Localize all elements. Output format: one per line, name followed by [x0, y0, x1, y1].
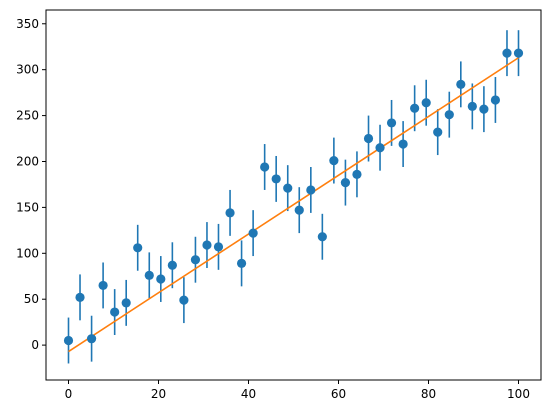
data-point [317, 232, 327, 242]
data-point [340, 178, 351, 188]
data-point [202, 240, 212, 250]
data-point [260, 162, 270, 172]
data-point [86, 334, 97, 344]
data-point [306, 185, 316, 195]
fit-line [68, 57, 519, 353]
y-tick-label: 200 [16, 154, 39, 168]
data-point [283, 183, 293, 193]
data-point [467, 101, 477, 112]
data-point [294, 205, 304, 215]
data-point [513, 48, 524, 58]
y-tick-label: 0 [31, 338, 39, 352]
y-axis: 0 50 100 150 200 250 300 350 [16, 17, 46, 352]
plot-area [63, 30, 524, 364]
data-point [479, 104, 489, 114]
y-tick-label: 250 [16, 109, 39, 123]
data-point [179, 295, 189, 305]
y-tick-label: 350 [16, 17, 39, 31]
x-tick-label: 100 [507, 387, 530, 401]
data-point [63, 335, 74, 346]
data-point [225, 208, 235, 218]
y-tick-label: 300 [16, 63, 39, 77]
data-point [167, 260, 177, 270]
data-point [98, 280, 108, 291]
data-point [490, 95, 501, 105]
y-tick-label: 150 [16, 200, 39, 214]
data-point [110, 307, 120, 317]
y-tick-label: 100 [16, 246, 39, 260]
data-point [236, 258, 247, 268]
x-axis: 0 20 40 60 80 100 [65, 380, 530, 401]
data-point [444, 110, 454, 120]
y-tick-label: 50 [24, 292, 39, 306]
x-tick-label: 60 [331, 387, 346, 401]
data-point [352, 169, 362, 179]
data-point [144, 270, 154, 280]
data-point [156, 274, 166, 284]
x-tick-label: 0 [65, 387, 73, 401]
data-point [329, 155, 339, 166]
x-tick-label: 80 [421, 387, 436, 401]
data-point [75, 292, 85, 302]
axes-frame [45, 9, 542, 381]
data-point [213, 242, 224, 252]
data-point [433, 127, 443, 137]
data-point [502, 48, 512, 58]
data-point [410, 103, 420, 113]
data-point [190, 255, 201, 265]
x-tick-label: 40 [241, 387, 256, 401]
data-point [363, 133, 374, 144]
data-point [133, 243, 143, 253]
data-point [271, 174, 281, 184]
data-point [386, 118, 397, 128]
data-point [121, 298, 131, 308]
data-point [375, 143, 385, 153]
data-point [421, 98, 431, 108]
data-point [398, 139, 408, 149]
x-tick-label: 20 [151, 387, 166, 401]
data-point [456, 79, 466, 89]
data-point [248, 228, 258, 238]
